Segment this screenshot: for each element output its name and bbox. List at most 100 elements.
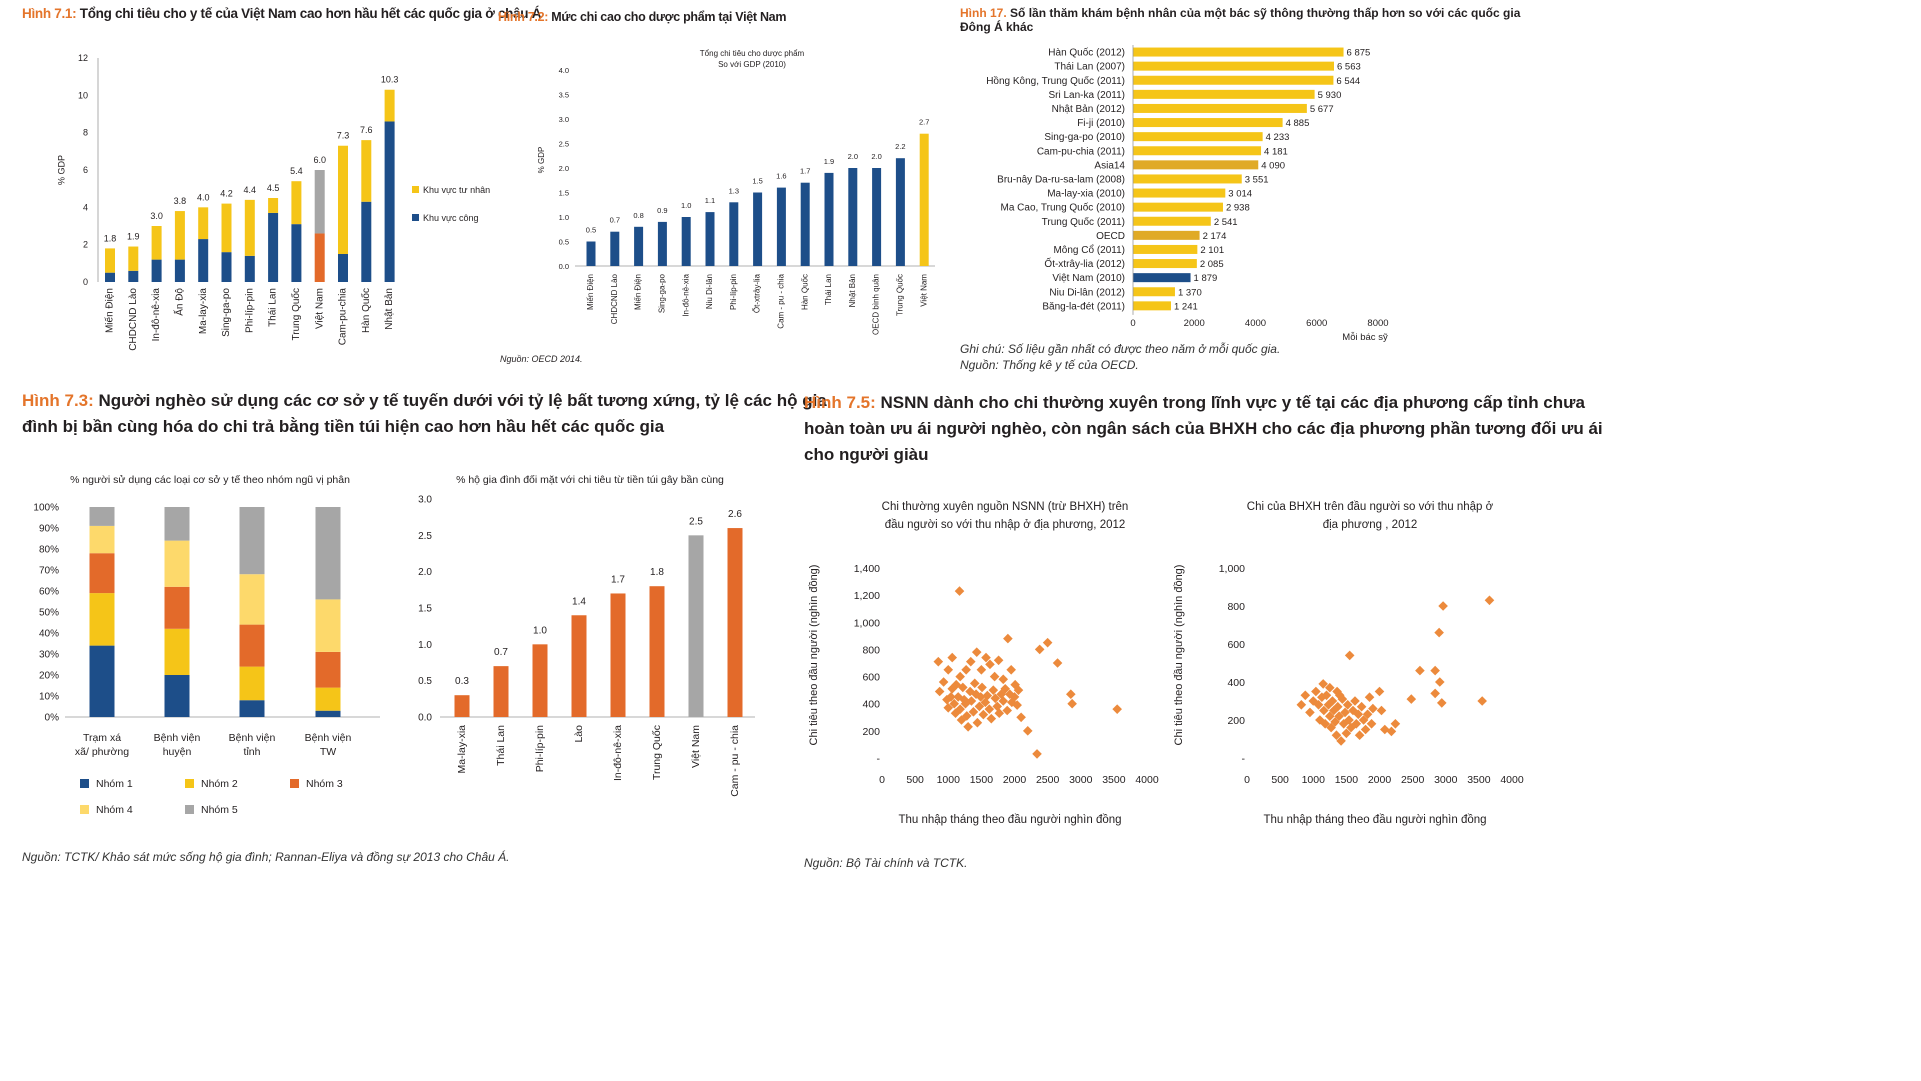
fig75-left-xtick: 2500 <box>1036 774 1060 786</box>
fig75-left-point <box>938 677 949 687</box>
fig73-right-ytick: 0.0 <box>418 713 432 724</box>
fig71-xtick: Ấn Độ <box>173 288 186 316</box>
fig71-title-number: Hình 7.1: <box>22 6 77 21</box>
fig75-right-point <box>1348 705 1358 716</box>
fig75-left-point <box>1002 705 1013 716</box>
fig75-source: Nguồn: Bộ Tài chính và TCTK. <box>804 856 968 870</box>
fig75-right-ytick: - <box>1242 753 1246 765</box>
fig17-category: Nhật Bản (2012) <box>1052 104 1125 115</box>
fig17-category: Sri Lan-ka (2011) <box>1048 90 1125 101</box>
fig75-left-point <box>946 692 956 702</box>
fig75-right-ytick: 600 <box>1227 639 1245 651</box>
fig72-bar-label: 1.1 <box>705 196 715 205</box>
fig73-title-text-1: Người nghèo sử dụng các cơ sở y tế tuyến… <box>93 391 827 410</box>
fig75-left-ytick: 1,400 <box>854 563 880 575</box>
fig75-right-point <box>1360 724 1371 735</box>
fig73-legend-swatch <box>185 805 194 814</box>
fig73-right-xtick: Việt Nam <box>690 725 702 768</box>
fig75-right-point <box>1331 730 1342 740</box>
fig71-bar-public <box>198 239 209 282</box>
fig73-right-bar-label: 1.7 <box>611 574 625 585</box>
fig75-right-point <box>1346 722 1356 733</box>
fig71-bar-private <box>244 199 255 256</box>
fig75-left-point <box>943 664 954 675</box>
fig75-right-point <box>1327 696 1338 706</box>
fig73-right-ytick: 1.5 <box>418 604 432 615</box>
fig73-left-segment <box>89 645 115 717</box>
fig73-title: Hình 7.3: Người nghèo sử dụng các cơ sở … <box>22 388 827 440</box>
fig72-bar-label: 2.7 <box>919 118 929 127</box>
fig75-right-point <box>1406 694 1417 704</box>
fig72-ytick: 2.5 <box>559 140 569 149</box>
fig75-right-point <box>1351 719 1362 729</box>
fig71-total-label: 10.3 <box>381 75 399 85</box>
fig17-bar <box>1133 146 1262 156</box>
fig75-left-point <box>1013 685 1024 695</box>
fig17-bar-label: 6 563 <box>1337 62 1361 73</box>
fig75-right-point <box>1356 701 1367 712</box>
fig75-left-point <box>959 694 969 705</box>
fig75-left-point <box>1016 712 1026 723</box>
fig17-bar <box>1133 47 1344 57</box>
fig73-left-xtick: Trạm xá <box>83 732 121 744</box>
fig71-total-label: 4.5 <box>267 183 280 193</box>
fig72-bar <box>586 241 596 266</box>
fig71-total-label: 5.4 <box>290 166 303 176</box>
fig73-right-xtick: Trung Quốc <box>651 725 663 780</box>
fig75-left-xtick: 2000 <box>1003 774 1027 786</box>
fig72-xtick: Sing-ga-po <box>658 273 667 313</box>
fig72-bar <box>657 221 667 266</box>
fig71-bar-public <box>105 272 115 282</box>
fig72-bar <box>753 192 763 266</box>
fig75-left-point <box>949 698 960 709</box>
fig75-right-point <box>1344 715 1354 725</box>
fig72-bar-label: 1.9 <box>824 157 834 166</box>
fig71-bar-private <box>198 207 209 240</box>
fig17-xlabel: Mỗi bác sỹ <box>1342 332 1388 343</box>
fig75-left-point <box>1112 704 1122 714</box>
fig75-right-point <box>1374 686 1385 697</box>
fig17-source: Nguồn: Thống kê y tế của OECD. <box>960 358 1139 372</box>
fig17-bar <box>1133 174 1242 184</box>
fig71-bar-public <box>338 254 348 282</box>
fig73-right-bar-label: 2.5 <box>689 516 703 527</box>
fig75-right-point <box>1325 711 1335 721</box>
fig75-title-number: Hình 7.5: <box>804 393 876 412</box>
fig75-right-point <box>1328 705 1339 716</box>
fig75-left-point <box>990 693 1001 704</box>
fig17-bar <box>1133 244 1198 254</box>
fig75-left-point <box>971 647 982 657</box>
fig72-bar-label: 0.8 <box>633 211 643 220</box>
fig72-ylabel: % GDP <box>537 147 546 174</box>
fig17-bar <box>1133 132 1263 142</box>
fig75-right-point <box>1342 700 1353 710</box>
fig75-right-point <box>1386 726 1397 737</box>
fig71-bar-private <box>291 181 302 225</box>
fig75-left-point <box>1066 689 1076 700</box>
fig17-bar-label: 2 938 <box>1226 203 1250 214</box>
fig75-right-xtick: 500 <box>1271 774 1289 786</box>
fig73-left-segment <box>315 651 341 688</box>
fig72-title-text: Mức chi cao cho dược phẩm tại Việt Nam <box>548 10 787 24</box>
fig71-bar-public <box>244 255 255 282</box>
fig75-right-point <box>1332 701 1343 712</box>
fig75-right-point <box>1344 650 1355 661</box>
fig75-right-xtick: 3000 <box>1434 774 1458 786</box>
fig71-total-label: 6.0 <box>313 155 326 165</box>
fig71-ytick: 12 <box>78 53 88 63</box>
fig72-ytick: 0.5 <box>559 238 569 247</box>
fig75-left-point <box>1009 692 1020 702</box>
fig72-bar <box>705 212 715 266</box>
fig17-bar <box>1133 61 1334 71</box>
fig73-left-ytick: 0% <box>45 713 60 724</box>
fig71-xtick: Miến Điện <box>104 288 116 333</box>
fig73-title-text-2: đình bị bần cùng hóa do chi trả bằng tiề… <box>22 417 665 436</box>
fig73-right-xtick: In-đô-nê-xia <box>612 725 624 781</box>
fig73-left-segment <box>239 666 265 701</box>
fig72-bar <box>610 231 620 266</box>
fig75-right-point <box>1366 719 1377 729</box>
fig72-bar <box>800 182 810 266</box>
fig72-bar-label: 2.0 <box>871 152 881 161</box>
fig75-right-point <box>1358 715 1369 725</box>
fig75-right-xtick: 2500 <box>1401 774 1425 786</box>
